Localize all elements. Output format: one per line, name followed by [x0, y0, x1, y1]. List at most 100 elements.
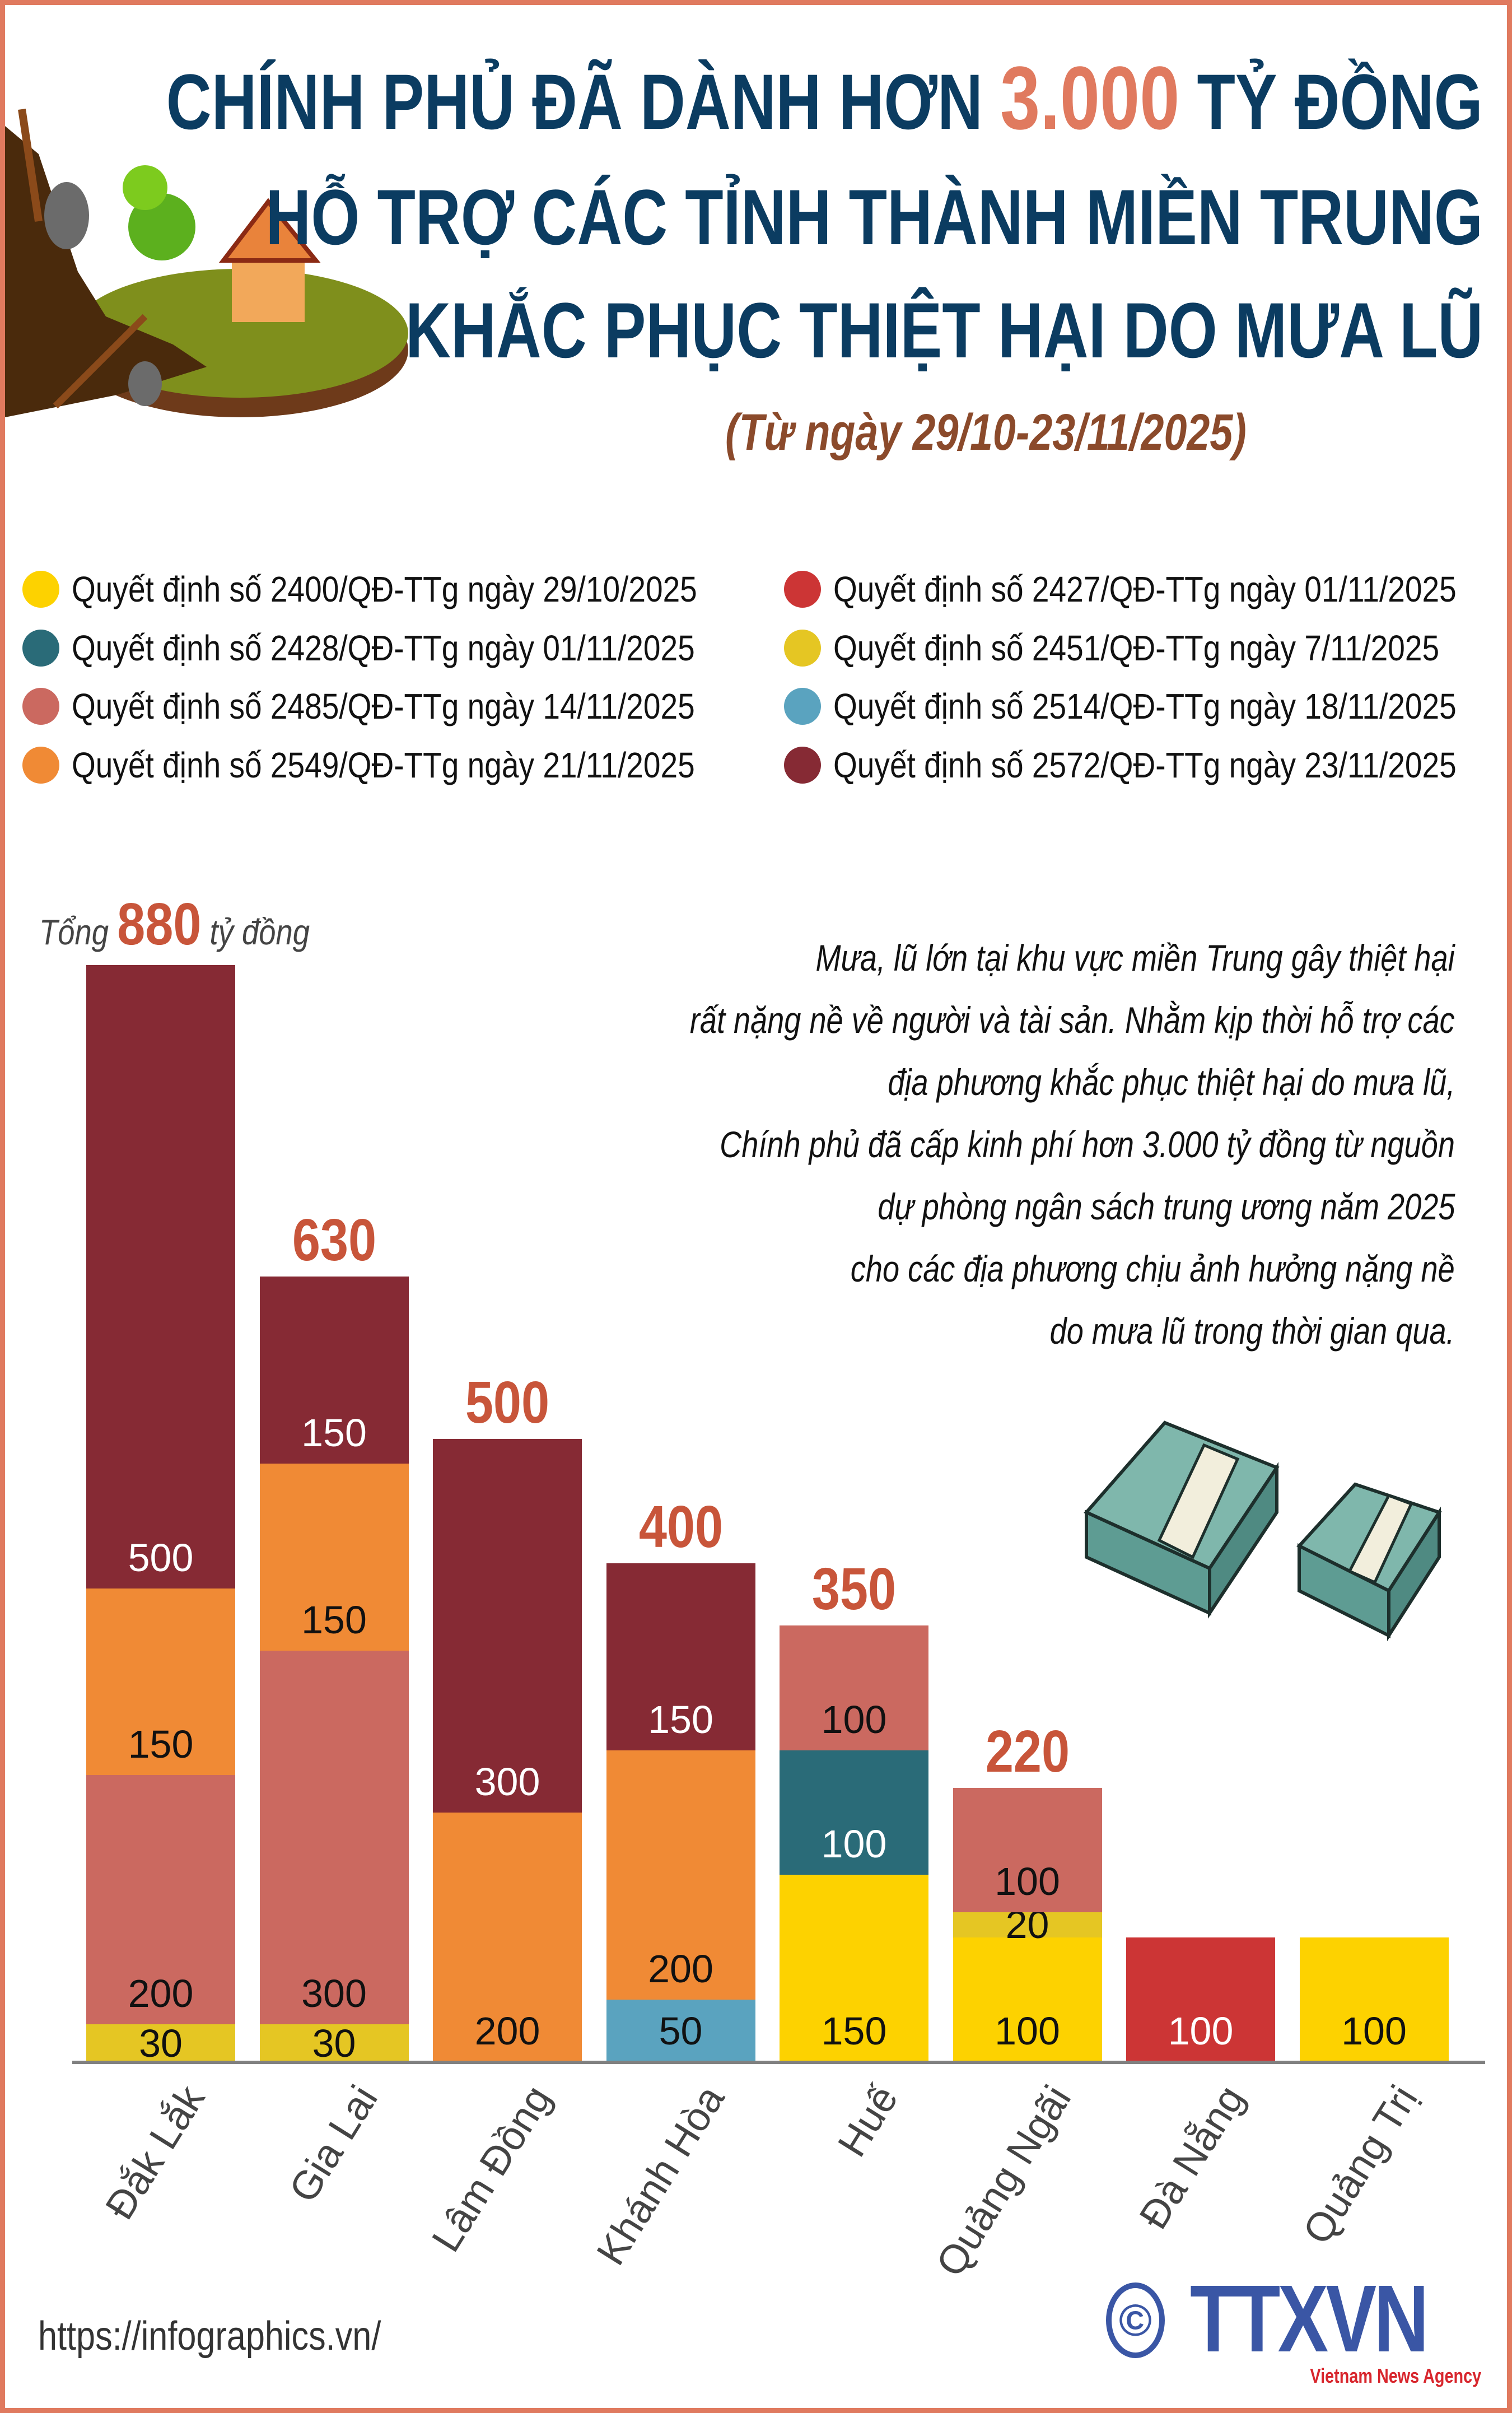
subtitle: (Từ ngày 29/10-23/11/2025)	[725, 404, 1247, 461]
logo-subtitle: Vietnam News Agency	[1310, 2364, 1481, 2387]
x-axis-label: Quảng Trị	[1295, 2077, 1427, 2252]
bar-segment	[86, 1588, 235, 1776]
house-icon	[232, 255, 305, 322]
bar-segment	[1299, 1937, 1449, 2062]
segment-value-label: 50	[659, 2009, 703, 2053]
legend-label: Quyết định số 2514/QĐ-TTg ngày 18/11/202…	[833, 686, 1457, 726]
segment-value-label: 100	[821, 1822, 887, 1866]
segment-value-label: 200	[128, 1972, 194, 2016]
description-line: cho các địa phương chịu ảnh hưởng nặng n…	[851, 1248, 1455, 1289]
bar-total-label: 350	[811, 1556, 897, 1623]
segment-value-label: 30	[139, 2021, 183, 2065]
legend-label: Quyết định số 2400/QĐ-TTg ngày 29/10/202…	[72, 569, 697, 609]
legend-label: Quyết định số 2451/QĐ-TTg ngày 7/11/2025	[833, 627, 1440, 668]
legend-item: Quyết định số 2427/QĐ-TTg ngày 01/11/202…	[784, 564, 1512, 614]
segment-value-label: 100	[995, 1860, 1060, 1903]
bar-total-label: 500	[465, 1369, 550, 1436]
total-value: 880	[117, 891, 202, 957]
title-highlight: 3.000	[1000, 48, 1180, 148]
broken-tree-icon	[18, 108, 43, 222]
money-bundle-icon	[1084, 1420, 1280, 1619]
bar-segment	[1126, 1937, 1275, 2062]
x-axis-label: Đà Nẵng	[1131, 2077, 1253, 2237]
legend-swatch	[22, 746, 59, 784]
money-bundle-icon	[1296, 1482, 1442, 1642]
segment-value-label: 200	[648, 1946, 713, 1991]
segment-value-label: 200	[474, 2009, 540, 2053]
segment-value-label: 150	[301, 1597, 367, 1642]
legend-label: Quyết định số 2572/QĐ-TTg ngày 23/11/202…	[833, 744, 1457, 785]
segment-value-label: 100	[1168, 2009, 1234, 2053]
legend-item: Quyết định số 2549/QĐ-TTg ngày 21/11/202…	[22, 740, 796, 790]
description-line: địa phương khắc phục thiệt hại do mưa lũ…	[888, 1061, 1455, 1103]
legend-label: Quyết định số 2549/QĐ-TTg ngày 21/11/202…	[72, 744, 695, 785]
x-axis-line	[72, 2061, 1485, 2064]
rock-icon	[128, 361, 162, 406]
description-line: dự phòng ngân sách trung ương năm 2025	[877, 1186, 1455, 1227]
bar-segment	[259, 1464, 409, 1651]
bar-segment	[433, 1813, 582, 2062]
landslide-illustration	[5, 108, 408, 417]
description-line: Mưa, lũ lớn tại khu vực miền Trung gây t…	[815, 937, 1455, 979]
source-url[interactable]: https://infographics.vn/	[38, 2314, 381, 2359]
bar-segment	[953, 1912, 1102, 1937]
copyright-icon: ©	[1106, 2282, 1165, 2358]
bar-segment	[86, 965, 235, 1589]
bar-total-label: 630	[292, 1207, 376, 1274]
rock-icon	[44, 182, 89, 249]
bar-segment	[259, 2024, 409, 2062]
bar-segment	[953, 1787, 1102, 1912]
bar-segment	[606, 1750, 755, 2000]
title-line-3: KHẮC PHỤC THIỆT HẠI DO MƯA LŨ	[405, 286, 1483, 374]
segment-value-label: 150	[648, 1697, 713, 1741]
bar-segment	[953, 1937, 1102, 2062]
segment-value-label: 20	[1005, 1903, 1049, 1947]
legend-label: Quyết định số 2427/QĐ-TTg ngày 01/11/202…	[833, 569, 1457, 609]
legend-item: Quyết định số 2514/QĐ-TTg ngày 18/11/202…	[784, 681, 1512, 732]
legend-swatch	[22, 571, 59, 608]
bar-segment	[259, 1277, 409, 1464]
tree-foliage	[123, 165, 167, 210]
money-stack-illustration	[1084, 1420, 1442, 1642]
total-label: Tổng 880 tỷ đồng	[39, 891, 310, 957]
segment-value-label: 500	[128, 1535, 194, 1580]
mud-icon	[5, 126, 207, 417]
x-axis-label: Huế	[829, 2077, 907, 2165]
description-line: Chính phủ đã cấp kinh phí hơn 3.000 tỷ đ…	[720, 1124, 1455, 1165]
segment-value-label: 300	[474, 1760, 540, 1804]
legend-swatch	[22, 688, 59, 725]
bar-segment	[780, 1750, 928, 1875]
x-axis-label: Đắk Lắk	[97, 2077, 213, 2228]
segment-value-label: 100	[1341, 2009, 1407, 2053]
fallen-log-icon	[53, 314, 148, 409]
legend-swatch	[784, 571, 821, 608]
legend-swatch	[784, 629, 821, 667]
logo-text: TTXVN	[1190, 2266, 1429, 2372]
legend-item: Quyết định số 2485/QĐ-TTg ngày 14/11/202…	[22, 681, 796, 732]
bar-segment	[433, 1438, 582, 1813]
x-axis-label: Lâm Đồng	[423, 2077, 560, 2260]
legend-swatch	[22, 629, 59, 667]
title-line-2: HỖ TRỢ CÁC TỈNH THÀNH MIỀN TRUNG	[265, 173, 1483, 261]
bar-total-label: 400	[638, 1494, 723, 1560]
bar-segment	[259, 1650, 409, 2025]
legend-label: Quyết định số 2428/QĐ-TTg ngày 01/11/202…	[72, 627, 695, 668]
ttxvn-logo: © TTXVN Vietnam News Agency	[1106, 2266, 1492, 2389]
segment-value-label: 300	[301, 1972, 367, 2016]
bar-segment	[780, 1875, 928, 2062]
legend-swatch	[784, 688, 821, 725]
title-line-1: CHÍNH PHỦ ĐÃ DÀNH HƠN 3.000 TỶ ĐỒNG	[166, 48, 1483, 148]
description-line: do mưa lũ trong thời gian qua.	[1050, 1310, 1455, 1352]
legend-label: Quyết định số 2485/QĐ-TTg ngày 14/11/202…	[72, 686, 695, 726]
bar-segment	[86, 2024, 235, 2062]
x-axis-label: Gia Lai	[281, 2077, 387, 2210]
segment-value-label: 30	[312, 2021, 356, 2065]
description-line: rất nặng nề về người và tài sản. Nhằm kị…	[690, 999, 1455, 1041]
legend-item: Quyết định số 2451/QĐ-TTg ngày 7/11/2025	[784, 623, 1512, 673]
legend-item: Quyết định số 2428/QĐ-TTg ngày 01/11/202…	[22, 623, 796, 673]
legend-item: Quyết định số 2400/QĐ-TTg ngày 29/10/202…	[22, 564, 799, 614]
house-roof	[218, 198, 321, 263]
segment-value-label: 100	[995, 2009, 1060, 2053]
bar-segment	[86, 1775, 235, 2025]
x-axis-label: Khánh Hòa	[588, 2077, 734, 2273]
